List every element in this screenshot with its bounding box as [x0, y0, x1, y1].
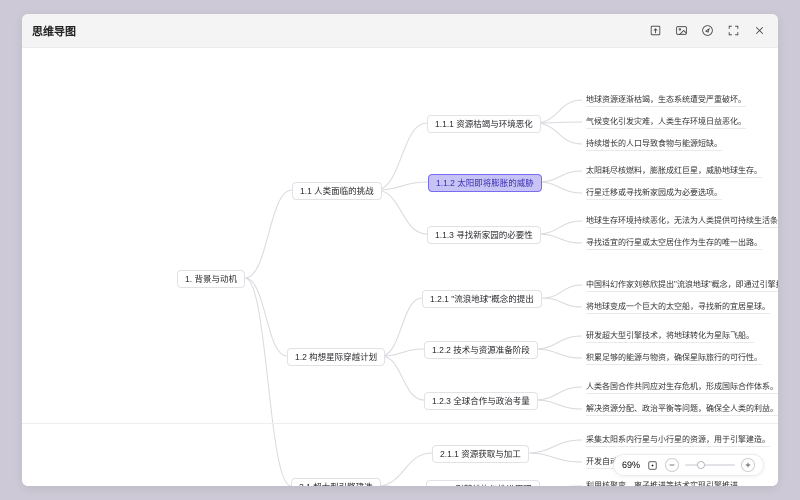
mindmap-node[interactable]: 2.1.2 引擎结构与推进原理	[426, 480, 540, 486]
mindmap-leaf[interactable]: 人类各国合作共同应对生存危机，形成国际合作体系。	[586, 381, 778, 394]
mindmap-leaf[interactable]: 将地球变成一个巨大的太空船，寻找新的宜居星球。	[586, 301, 770, 314]
mindmap-leaf[interactable]: 行星迁移或寻找新家园成为必要选项。	[586, 187, 722, 200]
fit-icon[interactable]	[646, 459, 659, 472]
zoom-in-button[interactable]	[741, 458, 755, 472]
mindmap-leaf[interactable]: 中国科幻作家刘慈欣提出"流浪地球"概念，即通过引擎推动	[586, 279, 778, 292]
mindmap-node[interactable]: 2.1.1 资源获取与加工	[432, 445, 529, 463]
mindmap-panel: 思维导图 1. 背景与动机1.1 人类面临的挑战1.1.1 资源枯竭与环境恶化地…	[22, 14, 778, 486]
mindmap-node[interactable]: 1.2.3 全球合作与政治考量	[424, 392, 538, 410]
expand-icon[interactable]	[724, 22, 742, 40]
zoom-out-button[interactable]	[665, 458, 679, 472]
zoom-percent: 69%	[622, 460, 640, 470]
page-title: 思维导图	[32, 23, 76, 39]
mindmap-leaf[interactable]: 积累足够的能源与物资，确保星际旅行的可行性。	[586, 352, 762, 365]
zoom-thumb[interactable]	[697, 461, 705, 469]
mindmap-canvas[interactable]: 1. 背景与动机 1.1 人类面临的挑战 1.1.1 资源枯竭与环境恶化 地球资源逐渐…	[22, 48, 778, 486]
export-icon[interactable]	[646, 22, 664, 40]
mindmap-node[interactable]: 1.2.2 技术与资源准备阶段	[424, 341, 538, 359]
image-icon[interactable]	[672, 22, 690, 40]
mindmap-node[interactable]: 1.2 构想星际穿越计划	[287, 348, 385, 366]
mindmap-leaf[interactable]: 地球资源逐渐枯竭，生态系统遭受严重破坏。	[586, 94, 746, 107]
mindmap-node[interactable]: 1.1.2 太阳即将膨胀的威胁	[428, 174, 542, 192]
close-icon[interactable]	[750, 22, 768, 40]
mindmap-leaf[interactable]: 气候变化引发灾难，人类生存环境日益恶化。	[586, 116, 746, 129]
mindmap-leaf[interactable]: 研发超大型引擎技术，将地球转化为星际飞船。	[586, 330, 754, 343]
mindmap-leaf[interactable]: 持续增长的人口导致食物与能源短缺。	[586, 138, 722, 151]
zoom-slider[interactable]	[685, 464, 735, 466]
compass-icon[interactable]	[698, 22, 716, 40]
mindmap-node[interactable]: 1.2.1 "流浪地球"概念的提出	[422, 290, 542, 308]
header: 思维导图	[22, 14, 778, 48]
mindmap-leaf[interactable]: 寻找适宜的行星或太空居住作为生存的唯一出路。	[586, 237, 762, 250]
mindmap-leaf[interactable]: 地球生存环境持续恶化，无法为人类提供可持续生活条件。	[586, 215, 778, 228]
mindmap-node[interactable]: 2.1 超大型引擎建造	[291, 478, 381, 486]
section-divider	[22, 423, 778, 424]
mindmap-node[interactable]: 1.1.3 寻找新家园的必要性	[427, 226, 541, 244]
mindmap-leaf[interactable]: 利用核聚变、离子推进等技术实现引擎推进。	[586, 480, 746, 486]
zoom-control: 69%	[613, 454, 764, 476]
mindmap-leaf[interactable]: 太阳耗尽核燃料，膨胀成红巨星，威胁地球生存。	[586, 165, 762, 178]
mindmap-leaf[interactable]: 采集太阳系内行星与小行星的资源，用于引擎建造。	[586, 434, 770, 447]
mindmap-node[interactable]: 1.1 人类面临的挑战	[292, 182, 382, 200]
mindmap-leaf[interactable]: 解决资源分配、政治平衡等问题，确保全人类的利益。	[586, 403, 778, 416]
mindmap-node[interactable]: 1.1.1 资源枯竭与环境恶化	[427, 115, 541, 133]
mindmap-node[interactable]: 1. 背景与动机	[177, 270, 245, 288]
